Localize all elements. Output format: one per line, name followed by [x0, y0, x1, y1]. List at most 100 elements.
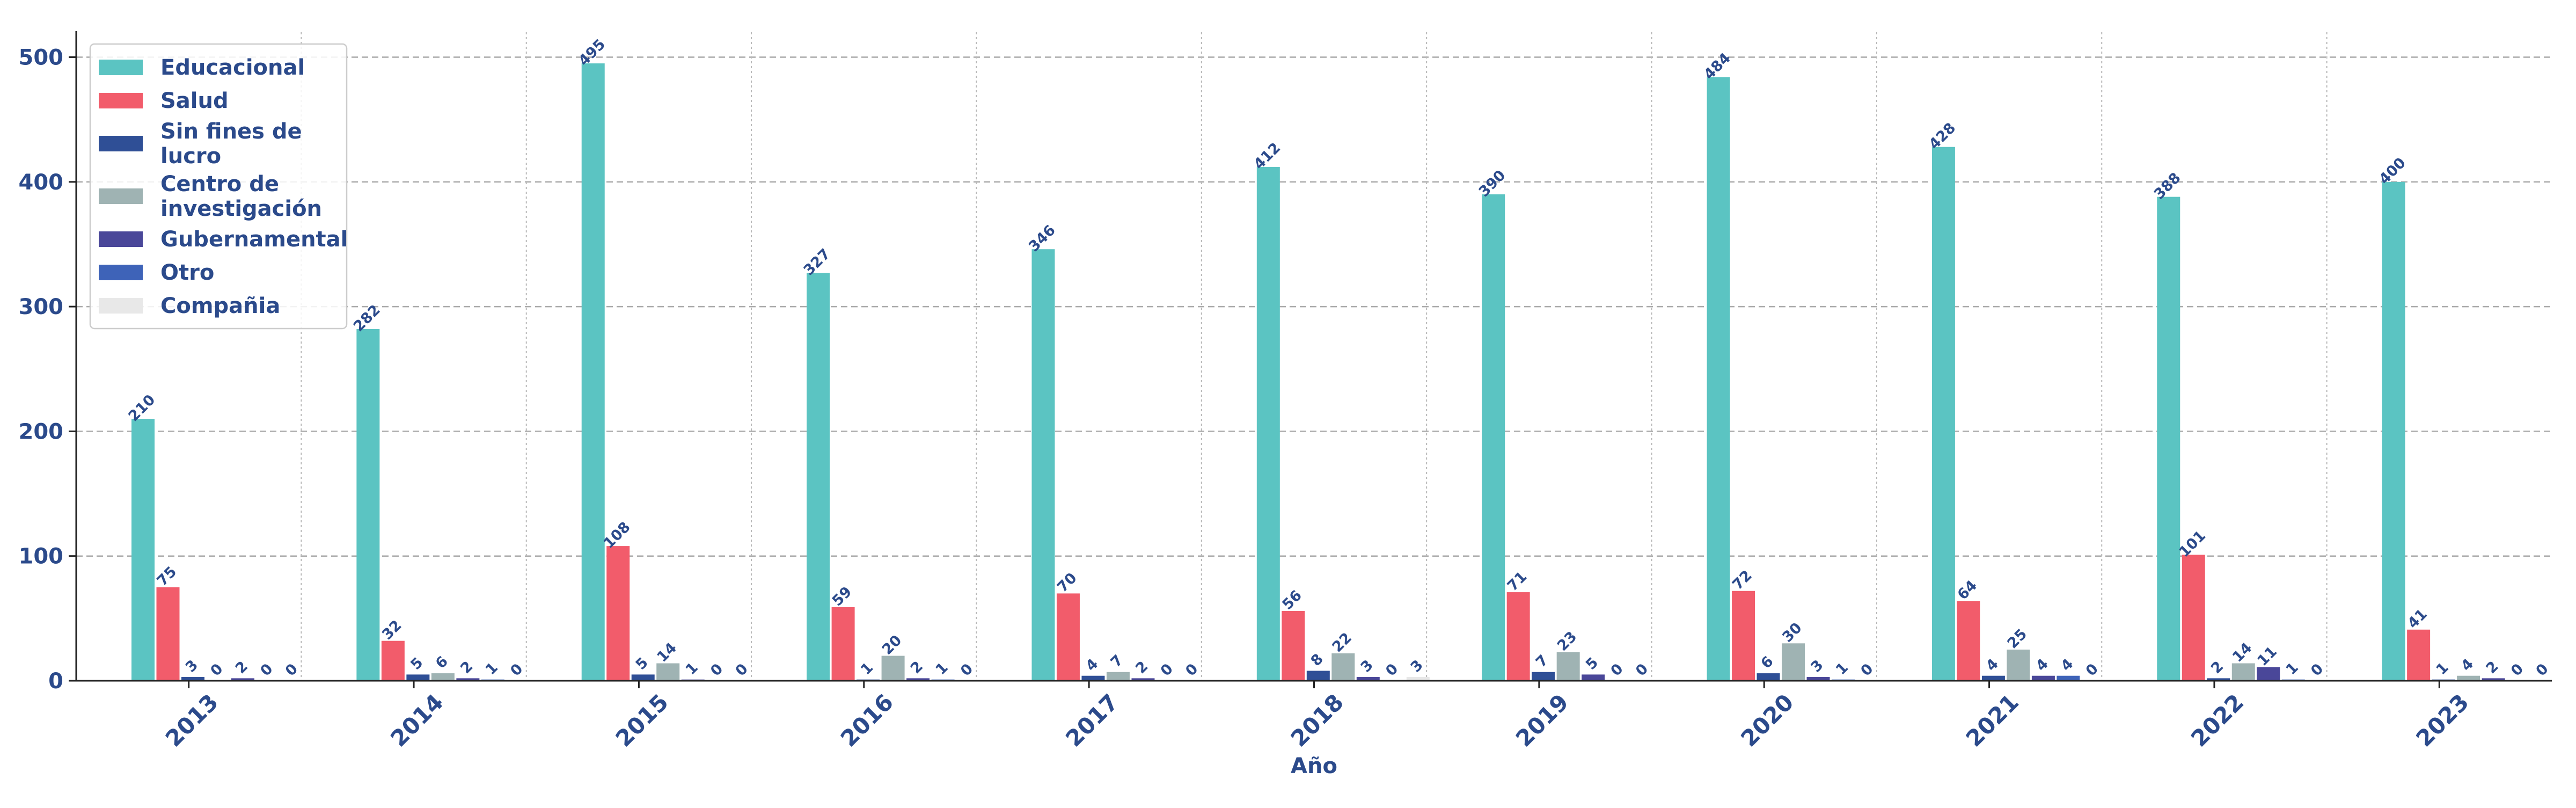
data-label: 1: [2433, 659, 2452, 678]
data-label: 0: [957, 660, 976, 679]
data-label: 5: [1583, 654, 1601, 673]
data-label: 0: [2083, 660, 2102, 679]
y-tick-label: 400: [19, 170, 64, 195]
y-tick-label: 500: [19, 45, 64, 70]
bar: [1582, 674, 1605, 681]
legend-swatch: [99, 265, 143, 280]
data-label: 1: [2283, 659, 2302, 678]
x-tick-label: 2020: [1736, 689, 1798, 752]
x-tick-label: 2021: [1961, 689, 2024, 752]
legend-label: investigación: [160, 196, 322, 221]
bar: [231, 678, 254, 681]
data-label: 1: [482, 659, 501, 678]
bar: [1957, 601, 1980, 681]
data-label: 2: [2208, 658, 2227, 677]
legend-label: Salud: [160, 89, 229, 113]
data-label: 2: [1132, 658, 1151, 677]
bar: [1256, 166, 1280, 681]
bar: [831, 607, 855, 681]
data-label: 71: [1504, 569, 1530, 594]
data-label: 0: [257, 660, 276, 679]
data-label: 4: [1082, 656, 1101, 674]
data-label: 3: [182, 657, 201, 675]
data-label: 0: [2308, 660, 2326, 679]
data-label: 4: [2033, 656, 2052, 674]
bar: [2257, 667, 2280, 681]
data-label: 2: [2483, 658, 2502, 677]
bar: [431, 673, 455, 681]
bar: [1782, 643, 1805, 681]
bar: [1282, 610, 1305, 681]
legend-box: [89, 43, 348, 330]
y-tick-label: 100: [19, 544, 64, 569]
x-tick-label: 2017: [1060, 689, 1123, 752]
bar: [1556, 652, 1580, 681]
bar: [1356, 677, 1380, 681]
x-tick-label: 2018: [1286, 689, 1349, 752]
bar: [1131, 678, 1155, 681]
bar: [2207, 678, 2230, 681]
data-label: 0: [1857, 660, 1876, 679]
bar: [606, 546, 630, 681]
y-tick-label: 200: [19, 419, 64, 444]
legend-label: Centro de: [160, 172, 279, 196]
data-label: 64: [1955, 577, 1980, 603]
bar: [2182, 555, 2205, 681]
data-label: 3: [1358, 657, 1377, 675]
legend-label: Gubernamental: [160, 227, 348, 252]
data-label: 30: [1779, 620, 1805, 645]
data-label: 3: [1408, 657, 1426, 675]
data-label: 41: [2404, 606, 2430, 631]
bar: [1031, 249, 1055, 681]
bar: [1732, 591, 1755, 681]
bar: [156, 587, 180, 681]
bar: [906, 678, 930, 681]
data-label: 7: [1108, 652, 1126, 671]
data-label: 5: [407, 654, 426, 673]
legend-swatch: [99, 188, 143, 204]
bar: [1482, 194, 1505, 681]
grid-layer: [76, 32, 2552, 681]
legend-swatch: [99, 60, 143, 75]
bar: [1306, 671, 1330, 681]
bar: [356, 329, 380, 681]
x-tick-label: 2019: [1511, 689, 1574, 752]
data-label: 72: [1729, 567, 1755, 593]
data-label: 56: [1279, 587, 1305, 613]
data-label: 4: [2058, 656, 2076, 674]
data-label: 4: [1983, 656, 2002, 674]
bar: [1406, 677, 1430, 681]
bar: [456, 678, 480, 681]
bar: [807, 273, 830, 681]
data-label: 7: [1533, 652, 1552, 671]
bar: [581, 63, 605, 681]
data-label: 0: [733, 660, 751, 679]
data-label: 1: [858, 659, 876, 678]
data-label: 0: [2533, 660, 2552, 679]
data-label: 0: [1158, 660, 1176, 679]
data-label: 0: [707, 660, 726, 679]
data-label: 1: [932, 659, 951, 678]
x-tick-label: 2014: [385, 689, 448, 752]
x-tick-label: 2016: [836, 689, 898, 752]
data-label: 0: [207, 660, 226, 679]
data-label: 0: [1182, 660, 1201, 679]
data-label: 0: [282, 660, 301, 679]
legend-label: lucro: [160, 144, 221, 169]
data-label: 20: [879, 632, 905, 658]
data-label: 6: [433, 653, 451, 672]
bar: [1981, 675, 2005, 681]
bar: [1532, 672, 1555, 681]
bar: [181, 677, 204, 681]
data-label: 2: [232, 658, 251, 677]
legend-label: Sin fines de: [160, 119, 302, 144]
data-label: 0: [1382, 660, 1401, 679]
bar: [1106, 672, 1130, 681]
legend-label: Educacional: [160, 55, 305, 80]
data-label: 3: [1807, 657, 1826, 675]
data-label: 70: [1054, 570, 1080, 595]
x-tick-label: 2022: [2186, 689, 2249, 752]
legend-swatch: [99, 298, 143, 314]
